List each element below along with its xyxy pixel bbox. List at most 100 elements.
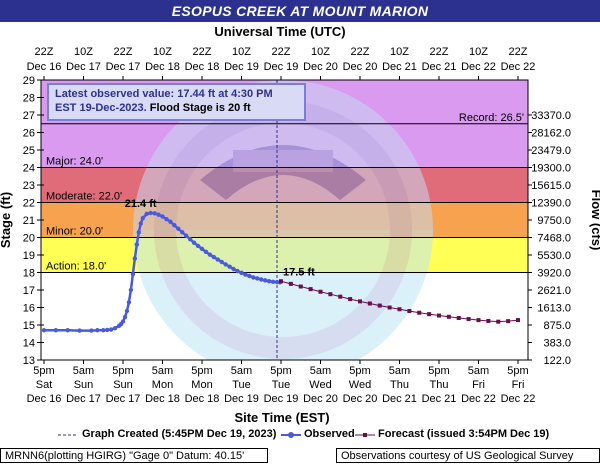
bottom-tick-date: Dec 22 bbox=[501, 393, 536, 405]
top-tick-date: Dec 20 bbox=[343, 61, 378, 73]
forecast-point bbox=[338, 294, 343, 299]
forecast-point bbox=[417, 310, 422, 315]
observed-point bbox=[41, 328, 47, 333]
forecast-point bbox=[377, 303, 382, 308]
threshold-label-record: Record: 26.5' bbox=[459, 112, 524, 124]
y-left-tick-label: 21 bbox=[23, 215, 35, 227]
observed-point bbox=[243, 272, 248, 277]
y-right-tick-label: 28162.0 bbox=[531, 128, 571, 140]
observed-point bbox=[180, 230, 185, 235]
y-left-tick-label: 17 bbox=[23, 285, 35, 297]
forecast-point bbox=[348, 297, 353, 302]
y-right-tick-label: 2621.0 bbox=[537, 285, 571, 297]
forecast-point bbox=[288, 281, 293, 286]
y-right-tick-label: 383.0 bbox=[543, 338, 571, 350]
top-tick-time: 10Z bbox=[74, 46, 93, 58]
observed-point bbox=[156, 212, 161, 217]
bottom-tick-date: Dec 18 bbox=[145, 393, 180, 405]
y-right-tick-label: 5530.0 bbox=[537, 250, 571, 262]
threshold-label-action: Action: 18.0' bbox=[46, 261, 106, 273]
y-left-tick-label: 26 bbox=[23, 128, 35, 140]
top-tick-time: 10Z bbox=[390, 46, 409, 58]
y-left-tick-label: 13 bbox=[23, 355, 35, 367]
y-right-tick-label: 9750.0 bbox=[537, 215, 571, 227]
forecast-point bbox=[506, 319, 511, 324]
observed-point bbox=[235, 268, 240, 274]
y-left-tick-label: 15 bbox=[23, 320, 35, 332]
top-tick-date: Dec 19 bbox=[264, 61, 299, 73]
observed-point bbox=[160, 214, 165, 219]
bottom-tick-weekday: Sat bbox=[36, 379, 53, 391]
observed-point bbox=[266, 279, 272, 284]
observed-point bbox=[191, 240, 197, 245]
observed-point bbox=[223, 262, 228, 267]
forecast-point bbox=[476, 318, 481, 323]
plot-frame bbox=[40, 79, 529, 361]
flood-stage-text: Flood Stage is 20 ft bbox=[146, 102, 251, 114]
forecast-point bbox=[437, 313, 441, 318]
bottom-tick-time: 5am bbox=[152, 365, 173, 377]
top-tick-date: Dec 19 bbox=[224, 61, 259, 73]
observed-point bbox=[134, 242, 140, 247]
y-left-tick-label: 29 bbox=[23, 75, 35, 87]
latest-value-label: 17.5 ft bbox=[283, 266, 315, 278]
y-axis-right-label: Flow (cfs) bbox=[589, 190, 600, 251]
observed-point bbox=[199, 246, 205, 252]
bottom-tick-time: 5am bbox=[73, 365, 94, 377]
forecast-point bbox=[397, 307, 402, 312]
observed-point bbox=[239, 270, 244, 276]
forecast-point bbox=[308, 287, 313, 292]
observed-point bbox=[112, 325, 118, 331]
bottom-tick-weekday: Thu bbox=[430, 379, 449, 391]
top-tick-date: Dec 22 bbox=[501, 61, 536, 73]
observed-point bbox=[128, 287, 134, 293]
bottom-tick-date: Dec 21 bbox=[422, 393, 457, 405]
forecast-point bbox=[387, 305, 392, 310]
observed-point bbox=[176, 226, 181, 231]
observed-point bbox=[77, 328, 82, 333]
top-tick-date: Dec 21 bbox=[422, 61, 457, 73]
y-left-tick-label: 23 bbox=[23, 180, 35, 192]
y-right-tick-label: 7468.0 bbox=[537, 233, 571, 245]
bottom-tick-date: Dec 19 bbox=[264, 393, 299, 405]
observed-point bbox=[152, 211, 157, 216]
legend-forecast: Forecast (issued 3:54PM Dec 19) bbox=[378, 428, 550, 440]
observed-point bbox=[95, 328, 100, 333]
bottom-tick-time: 5pm bbox=[349, 365, 370, 377]
forecast-point bbox=[318, 289, 323, 294]
bottom-tick-time: 5am bbox=[310, 365, 331, 377]
forecast-point bbox=[427, 312, 432, 317]
bottom-tick-date: Dec 21 bbox=[382, 393, 417, 405]
observed-point bbox=[124, 308, 130, 314]
bottom-tick-time: 5pm bbox=[507, 365, 528, 377]
top-tick-time: 10Z bbox=[469, 46, 488, 58]
forecast-point bbox=[279, 279, 283, 284]
forecast-point bbox=[456, 316, 461, 320]
top-tick-time: 22Z bbox=[35, 46, 54, 58]
top-tick-date: Dec 22 bbox=[461, 61, 496, 73]
top-tick-time: 22Z bbox=[430, 46, 449, 58]
legend-observed-marker bbox=[288, 432, 294, 438]
forecast-point bbox=[328, 292, 333, 297]
bottom-tick-weekday: Sun bbox=[113, 379, 133, 391]
observed-point bbox=[247, 273, 252, 279]
top-tick-date: Dec 16 bbox=[27, 61, 62, 73]
observed-point bbox=[136, 230, 141, 235]
observed-point bbox=[120, 319, 126, 324]
observed-point bbox=[101, 328, 106, 333]
bottom-tick-date: Dec 17 bbox=[106, 393, 141, 405]
observed-point bbox=[227, 264, 232, 269]
observed-point bbox=[172, 223, 177, 228]
y-left-tick-label: 18 bbox=[23, 268, 35, 280]
peak-label: 21.4 ft bbox=[125, 198, 157, 210]
observed-point bbox=[255, 276, 260, 281]
bottom-tick-date: Dec 16 bbox=[27, 393, 62, 405]
top-tick-date: Dec 20 bbox=[303, 61, 338, 73]
noaa-watermark-icon bbox=[133, 80, 433, 360]
top-tick-time: 10Z bbox=[153, 46, 172, 58]
observed-point bbox=[108, 327, 114, 332]
bottom-tick-time: 5pm bbox=[33, 365, 54, 377]
top-tick-time: 10Z bbox=[232, 46, 251, 58]
top-tick-date: Dec 18 bbox=[145, 61, 180, 73]
y-right-tick-label: 1613.0 bbox=[537, 303, 571, 315]
